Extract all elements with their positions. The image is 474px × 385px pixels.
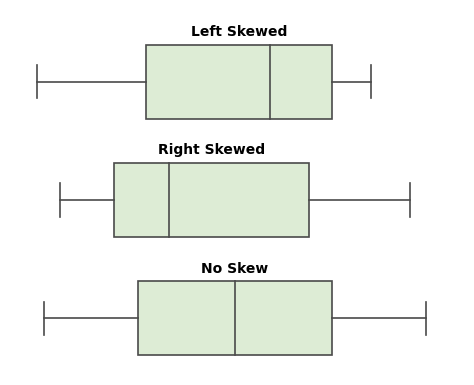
Bar xyxy=(115,163,309,237)
Text: Right Skewed: Right Skewed xyxy=(158,143,265,157)
Bar xyxy=(138,281,332,355)
Text: No Skew: No Skew xyxy=(201,262,269,276)
Bar xyxy=(146,45,332,119)
Text: Left Skewed: Left Skewed xyxy=(191,25,287,39)
